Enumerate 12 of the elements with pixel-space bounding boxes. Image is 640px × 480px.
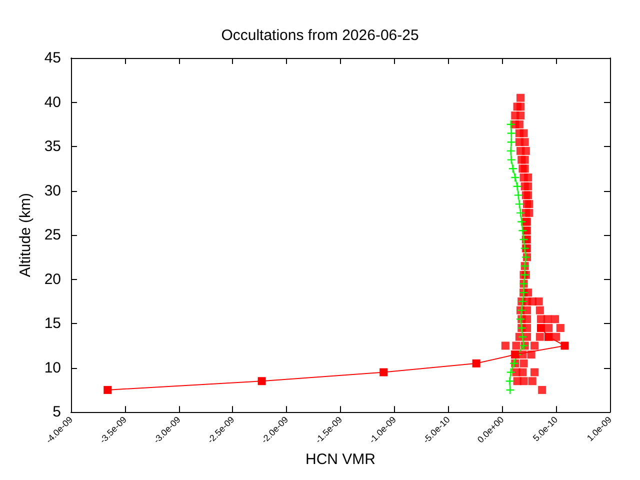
y-tick-label: 25 (44, 226, 61, 244)
y-tick-label: 35 (44, 138, 61, 156)
chart-title: Occultations from 2026-06-25 (221, 27, 419, 44)
y-tick-label: 5 (52, 404, 61, 421)
y-tick-label: 15 (44, 315, 61, 332)
x-axis-title: HCN VMR (306, 451, 376, 468)
y-tick-label: 45 (44, 50, 61, 66)
y-tick-label: 30 (44, 182, 61, 200)
y-tick-label: 20 (44, 270, 61, 288)
y-tick-label: 10 (44, 359, 61, 376)
y-tick-label: 40 (44, 94, 61, 111)
y-axis-title: Altitude (km) (17, 192, 34, 278)
